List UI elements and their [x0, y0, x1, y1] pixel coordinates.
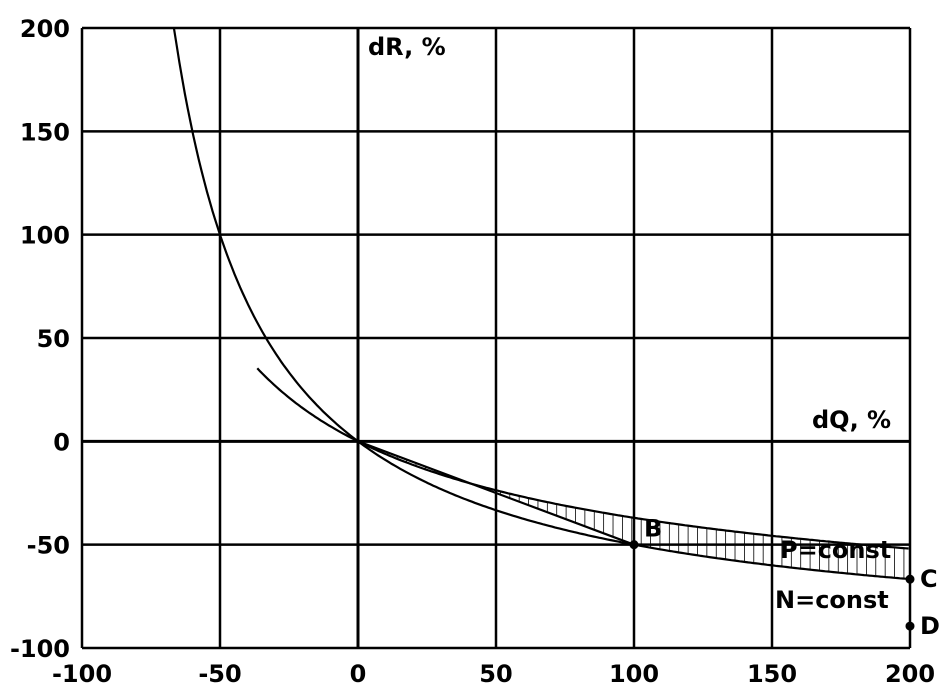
y-tick-label-3: 50	[37, 325, 70, 353]
y-tick-label-0: 200	[20, 15, 70, 43]
point-label-c: C	[920, 565, 938, 593]
x-tick-label-0: -100	[52, 660, 112, 688]
tick-labels: -100 -50 0 50 100 150 200 200 150 100 50 0 -50 -100	[10, 15, 935, 688]
point-label-b: B	[644, 515, 662, 543]
x-tick-label-1: -50	[198, 660, 241, 688]
series-label-p-const: P=const	[780, 536, 891, 564]
point-c	[905, 574, 915, 584]
y-tick-label-1: 150	[20, 118, 70, 146]
series-chord-0-b	[357, 440, 635, 546]
y-tick-label-6: -100	[10, 635, 70, 663]
points: B CD	[629, 515, 940, 640]
x-tick-label-2: 0	[350, 660, 367, 688]
grid	[80, 26, 912, 650]
series-label-n-const: N=const	[775, 586, 889, 614]
point-d	[905, 621, 915, 631]
x-tick-label-4: 100	[609, 660, 659, 688]
x-tick-label-5: 150	[747, 660, 797, 688]
x-axis-label: dQ, %	[812, 406, 891, 434]
y-tick-label-4: 0	[53, 428, 70, 456]
y-axis-label: dR, %	[368, 33, 446, 61]
point-b	[629, 540, 639, 550]
x-tick-label-6: 200	[885, 660, 935, 688]
y-tick-label-2: 100	[20, 222, 70, 250]
series-n-const	[256, 367, 909, 550]
point-label-d: D	[920, 612, 940, 640]
y-tick-label-5: -50	[27, 532, 70, 560]
x-tick-label-3: 50	[479, 660, 512, 688]
series	[172, 27, 909, 580]
series-p-const	[172, 27, 909, 580]
